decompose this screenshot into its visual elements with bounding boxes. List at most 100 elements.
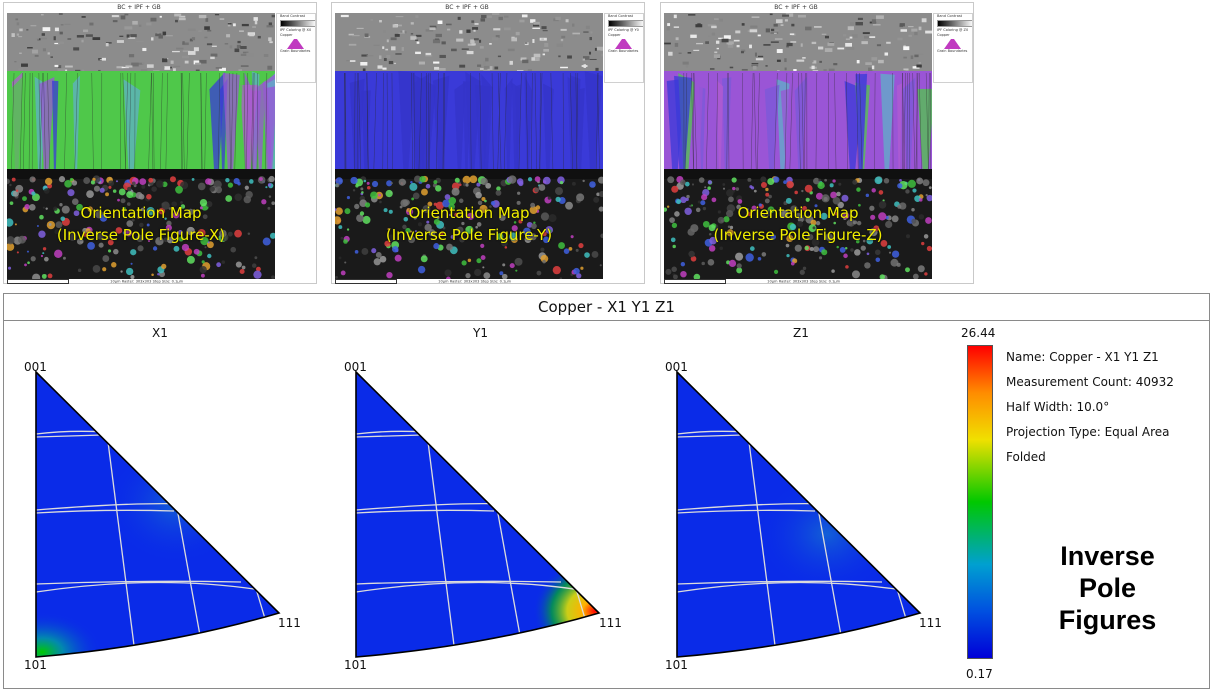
contrast-speckle bbox=[727, 44, 734, 48]
fine-grain bbox=[924, 272, 928, 276]
fine-grain bbox=[509, 263, 515, 269]
fine-grain bbox=[499, 271, 504, 276]
map-footer: 10μm Raster: 303x303 Step Size: 0.1μm bbox=[7, 279, 312, 285]
fine-grain bbox=[807, 233, 814, 241]
fine-grain bbox=[474, 268, 482, 277]
fine-grain bbox=[878, 212, 887, 221]
fine-grain bbox=[384, 240, 391, 247]
contrast-speckle bbox=[776, 49, 783, 54]
fine-grain bbox=[96, 232, 104, 240]
fine-grain bbox=[43, 188, 50, 194]
contrast-speckle bbox=[750, 25, 758, 28]
contrast-speckle bbox=[871, 19, 876, 24]
info-half-width: Half Width: 10.0° bbox=[1006, 400, 1110, 414]
contrast-speckle bbox=[32, 49, 38, 54]
scale-label: 10μm bbox=[110, 279, 121, 284]
fine-grain bbox=[419, 175, 426, 183]
contrast-speckle bbox=[205, 18, 209, 22]
fine-grain bbox=[371, 248, 377, 254]
contrast-speckle bbox=[516, 70, 524, 72]
fine-grain bbox=[465, 273, 471, 279]
fine-grain bbox=[540, 254, 549, 263]
legend-band-contrast: Band Contrast bbox=[937, 14, 963, 18]
contrast-speckle bbox=[596, 46, 603, 51]
fine-grain bbox=[458, 183, 462, 187]
orientation-map-y-panel: BC + IPF + GB Orientation Map (Inverse P… bbox=[331, 2, 645, 284]
grain-boundary bbox=[750, 72, 754, 172]
contrast-speckle bbox=[241, 23, 249, 27]
contrast-speckle bbox=[179, 15, 186, 18]
fine-grain bbox=[670, 237, 676, 243]
ipf-triangles bbox=[35, 370, 922, 658]
contrast-speckle bbox=[583, 56, 590, 60]
fine-grain bbox=[758, 203, 762, 207]
fine-grain bbox=[177, 229, 183, 235]
fine-grain bbox=[855, 239, 860, 244]
fine-grain bbox=[764, 198, 770, 204]
fine-grain bbox=[7, 242, 15, 251]
grain-boundary bbox=[128, 72, 132, 172]
fine-grain bbox=[799, 269, 805, 275]
contrast-speckle bbox=[733, 39, 740, 42]
grain-boundary bbox=[229, 72, 231, 172]
contrast-speckle bbox=[903, 68, 909, 71]
fine-grain bbox=[786, 180, 794, 189]
contrast-speckle bbox=[366, 55, 374, 57]
contrast-speckle bbox=[673, 14, 677, 19]
fine-grain bbox=[555, 196, 561, 203]
columnar-grain bbox=[481, 74, 493, 171]
fine-grain bbox=[164, 217, 167, 220]
columnar-grain bbox=[805, 73, 824, 171]
fine-grain bbox=[131, 181, 136, 186]
fine-grain bbox=[414, 230, 417, 233]
contrast-speckle bbox=[561, 35, 566, 39]
contrast-speckle bbox=[560, 28, 567, 31]
contrast-speckle bbox=[155, 33, 162, 37]
contrast-speckle bbox=[214, 14, 220, 16]
fine-grain bbox=[732, 186, 736, 191]
contrast-speckle bbox=[224, 43, 229, 45]
contrast-speckle bbox=[723, 35, 731, 39]
fine-grain bbox=[413, 216, 417, 220]
contrast-speckle bbox=[138, 24, 142, 27]
fine-grain bbox=[686, 194, 690, 199]
contrast-speckle bbox=[903, 43, 906, 45]
contrast-speckle bbox=[395, 16, 404, 18]
fine-grain bbox=[818, 256, 823, 260]
fine-grain bbox=[125, 267, 134, 276]
contrast-speckle bbox=[797, 14, 806, 18]
contrast-speckle bbox=[678, 52, 682, 54]
contrast-speckle bbox=[382, 67, 387, 70]
grain-boundary bbox=[411, 72, 413, 172]
grain-boundary bbox=[152, 72, 155, 172]
fine-grain bbox=[461, 221, 465, 226]
contrast-speckle bbox=[15, 18, 19, 21]
contrast-speckle bbox=[178, 17, 186, 21]
contrast-speckle bbox=[473, 38, 479, 41]
contrast-speckle bbox=[59, 31, 63, 35]
fine-grain bbox=[735, 187, 740, 191]
columnar-grain bbox=[264, 86, 275, 171]
columnar-grain bbox=[674, 75, 692, 171]
corner-101-z1: 101 bbox=[665, 658, 688, 672]
columnar-grain bbox=[880, 73, 895, 171]
fine-grain bbox=[568, 246, 573, 251]
fine-grain bbox=[234, 229, 242, 238]
grain-boundary bbox=[789, 72, 793, 172]
contrast-speckle bbox=[740, 51, 744, 54]
contrast-speckle bbox=[481, 14, 487, 19]
contrast-speckle bbox=[437, 20, 443, 24]
fine-grain bbox=[335, 216, 342, 225]
fine-grain bbox=[399, 205, 403, 209]
grain-boundary bbox=[534, 72, 538, 172]
fine-grain bbox=[115, 180, 119, 183]
columnar-grain bbox=[794, 76, 808, 171]
contrast-speckle bbox=[522, 59, 529, 64]
fine-grain bbox=[700, 200, 706, 206]
fine-grain bbox=[230, 246, 237, 253]
grain-boundary bbox=[47, 72, 51, 172]
fine-grain bbox=[916, 177, 924, 185]
fine-grain bbox=[90, 180, 95, 185]
contrast-speckle bbox=[589, 58, 597, 60]
contrast-speckle bbox=[439, 67, 446, 71]
